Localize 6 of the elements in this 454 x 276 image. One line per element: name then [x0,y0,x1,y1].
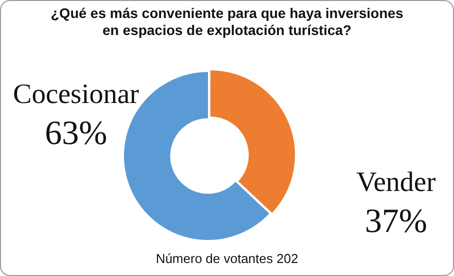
slice-label: Cocesionar [12,79,140,110]
text: Número de votantes 202 [154,251,300,266]
data-label: 37% [364,203,428,240]
data-label: 63% [44,115,108,152]
slice-label: Vender [355,167,437,198]
chart-title: ¿Qué es más conveniente para que haya inversiones en espacios de explotación turística? [50,5,404,39]
